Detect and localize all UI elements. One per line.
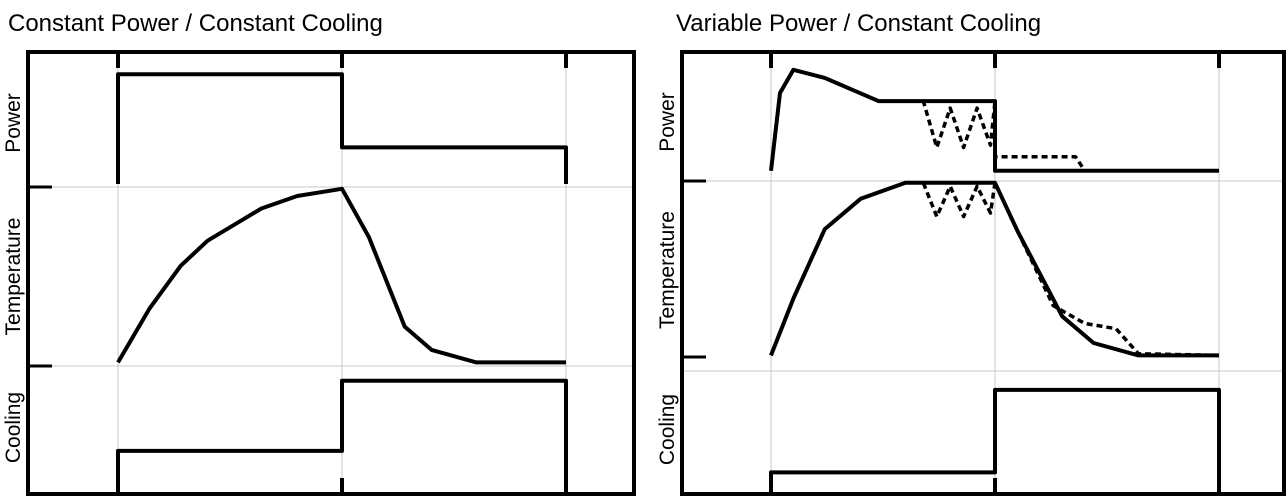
series-line-power-dashed-1-1 [769, 68, 1219, 173]
y-axis-label-temperature: Temperature [2, 218, 25, 336]
chart-title-left: Constant Power / Constant Cooling [8, 10, 383, 37]
y-axis-label-power: Power [2, 93, 25, 153]
series-line-temperature-0-1 [116, 186, 566, 365]
series-line-cooling-solid-1-4 [769, 387, 1221, 486]
y-axis-label-cooling: Cooling [656, 394, 679, 465]
y-axis-label-cooling: Cooling [2, 392, 25, 463]
series-line-cooling-0-2 [116, 378, 568, 486]
y-axis-label-temperature: Temperature [656, 211, 679, 329]
plot-frame-0 [26, 50, 636, 496]
chart-title-right: Variable Power / Constant Cooling [676, 10, 1042, 37]
series-line-temperature-dashed-1-3 [769, 181, 1220, 358]
series-line-power-0-0 [116, 72, 568, 184]
plot-frame-1 [680, 50, 1286, 496]
y-axis-label-power: Power [656, 92, 679, 152]
